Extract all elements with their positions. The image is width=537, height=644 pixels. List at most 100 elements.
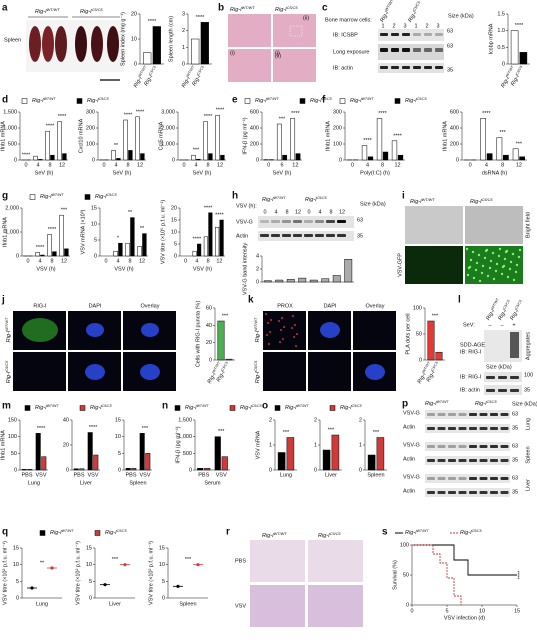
- label: 100: [524, 372, 533, 378]
- label: VSV titre (×10² p.f.u. ml⁻¹): [148, 541, 154, 605]
- blot-band: [427, 491, 435, 494]
- label: 12: [137, 162, 143, 168]
- bar: [118, 242, 123, 257]
- label: 35: [524, 387, 530, 393]
- y-tick-label: 100: [86, 141, 95, 147]
- genotype-label: Rig-IWT/WT: [35, 8, 60, 15]
- bar: [286, 437, 295, 471]
- legend-swatch: [39, 530, 46, 536]
- bar: [220, 154, 225, 161]
- bar: [217, 320, 225, 361]
- genotype-label: Rig-IWT/WT: [262, 196, 286, 204]
- label: SeV:: [463, 322, 475, 328]
- label: Long exposure: [333, 49, 369, 55]
- bar: [221, 456, 228, 471]
- bar: [203, 121, 208, 161]
- genotype-label: Rig-IWT/WT: [416, 360, 435, 385]
- nucleus: [86, 323, 104, 337]
- bar: [215, 114, 220, 161]
- histology-image: [308, 585, 363, 627]
- genotype-base: Rig-I: [340, 405, 352, 411]
- genotype-sup: WT/WT: [274, 196, 287, 200]
- label: VSV-G: [403, 474, 420, 480]
- bar: [47, 234, 52, 257]
- label: ***: [112, 557, 119, 563]
- label: PBS: [198, 472, 209, 478]
- label: 4: [38, 258, 41, 264]
- label: Lung: [28, 480, 40, 486]
- label: ****: [204, 114, 213, 120]
- label: Spleen: [179, 601, 196, 607]
- label: 8: [48, 162, 51, 168]
- genotype-base: Rig-I: [105, 530, 117, 536]
- y-tick-label: 15: [86, 545, 92, 551]
- genotype-sup: WT/WT: [437, 400, 450, 404]
- label: ***: [185, 557, 192, 563]
- pla-dot: [278, 320, 280, 322]
- label: 1: [414, 23, 417, 29]
- panel-letter: b: [218, 3, 224, 14]
- legend-swatch: [21, 98, 28, 104]
- y-tick-label: 0: [14, 467, 17, 473]
- genotype-sup: WT/WT: [242, 6, 256, 10]
- bar: [263, 280, 272, 283]
- bar: [196, 158, 201, 161]
- spleen: [91, 26, 103, 62]
- genotype-label: Rig-IC5/C5: [215, 361, 232, 383]
- genotype-label: Rig-IC5/C5: [405, 97, 427, 105]
- label: SeV (h): [193, 170, 212, 176]
- panel-letter: i: [402, 191, 405, 202]
- bar: [125, 468, 131, 471]
- blot-band: [479, 445, 488, 448]
- genotype-base: Rig-I: [90, 405, 102, 411]
- label: VSV: [216, 472, 227, 478]
- point: [196, 563, 200, 567]
- genotype-base: Rig-I: [262, 533, 274, 539]
- gfp-cell: [500, 272, 504, 276]
- panel-letter: j: [1, 295, 5, 306]
- bar: [123, 119, 128, 161]
- label: ****: [22, 152, 31, 158]
- label: Spleen: [129, 480, 146, 486]
- y-tick-label: 2: [269, 417, 272, 423]
- bar: [128, 150, 133, 161]
- histology-image: [273, 14, 316, 47]
- y-tick-label: 300: [333, 109, 342, 115]
- label: dsRNA (h): [482, 170, 508, 176]
- inset-box: [289, 25, 303, 37]
- legend-swatch: [274, 405, 281, 411]
- label: 4: [274, 209, 277, 215]
- blot-band: [315, 234, 324, 237]
- y-tick-label: 50: [416, 331, 422, 337]
- y-tick-label: 10: [131, 36, 137, 42]
- y-tick-label: 200: [333, 125, 342, 131]
- y-tick-label: 0: [118, 467, 121, 473]
- y-tick-label: 1.0: [497, 28, 505, 34]
- gfp-cell: [498, 247, 502, 251]
- bar: [200, 22, 209, 65]
- blot-band: [282, 220, 291, 223]
- blot-band: [448, 427, 456, 430]
- bar: [137, 246, 142, 257]
- legend-swatch: [229, 405, 236, 411]
- y-tick-label: 0: [66, 467, 69, 473]
- bar: [73, 468, 79, 471]
- y-tick-label: 200: [450, 141, 459, 147]
- label: Aggregates: [525, 332, 531, 360]
- genotype-base: Rig-I: [6, 371, 12, 383]
- bar: [282, 154, 288, 161]
- label: ***: [218, 429, 225, 435]
- label: VSV titre (×10² p.f.u. ml⁻¹): [2, 541, 8, 605]
- label: (i): [275, 50, 280, 56]
- blot: [258, 216, 354, 228]
- blot-band: [479, 477, 488, 480]
- blot-band: [402, 33, 410, 36]
- bar: [40, 254, 45, 257]
- bar: [215, 226, 220, 257]
- label: VSV: [139, 472, 150, 478]
- bright-field-image: [465, 206, 523, 244]
- gfp-cell: [467, 266, 471, 270]
- blot-band: [437, 445, 446, 448]
- genotype-sup: C5/C5: [322, 97, 332, 101]
- label: 4: [318, 209, 321, 215]
